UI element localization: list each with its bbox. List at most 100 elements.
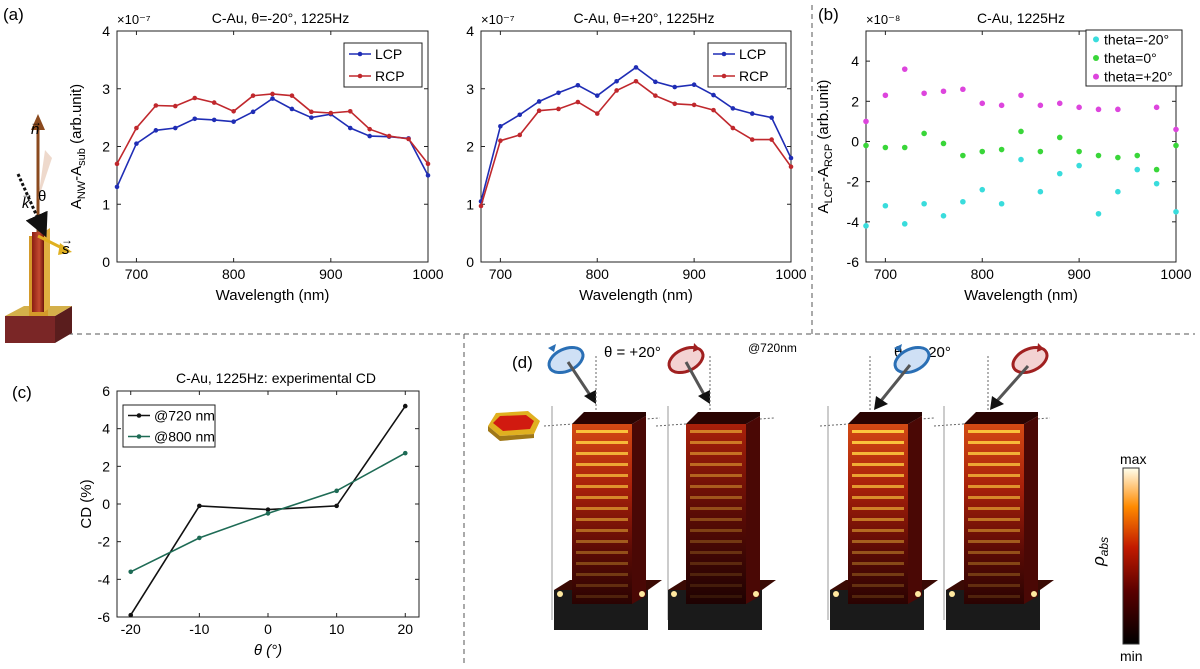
data-point: [575, 99, 581, 105]
data-point: [1115, 154, 1121, 161]
pillar-hotspot: [833, 591, 839, 597]
data-point: [730, 106, 736, 111]
y-tick-label: 2: [851, 93, 859, 109]
data-point: [153, 128, 159, 133]
legend-box: [122, 404, 216, 448]
schematic-k-arrow: →: [21, 187, 33, 201]
axis-label: ALCP-ARCP (arb.unit): [815, 80, 835, 214]
data-point: [265, 511, 271, 516]
pillar-stripe: [968, 507, 1020, 510]
y-tick-label: 6: [102, 383, 110, 399]
data-point: [882, 92, 889, 99]
rcp-beam-icon: [667, 343, 710, 404]
data-point: [614, 88, 619, 93]
x-tick-label: 900: [682, 266, 706, 282]
data-point: [921, 130, 927, 137]
axis-label-part: (arb.unit): [815, 80, 832, 144]
data-point: [1076, 148, 1082, 155]
data-point: [614, 78, 619, 84]
axis-label-part: (arb.unit): [68, 84, 85, 148]
nanowire-schematic: n → k → θ s →: [5, 114, 73, 343]
pillar-stripe: [690, 474, 742, 477]
data-point: [231, 119, 236, 124]
data-point: [940, 140, 947, 147]
data-point: [633, 78, 639, 84]
y-tick-label: 0: [102, 254, 110, 270]
pillar-stripe: [968, 452, 1020, 455]
pillar-stripe: [576, 452, 628, 455]
data-point: [1076, 104, 1082, 111]
data-point: [960, 86, 966, 93]
data-point: [960, 152, 966, 159]
legend-marker: [1093, 55, 1099, 61]
pillar-stripe: [690, 485, 742, 488]
data-point: [478, 203, 484, 209]
data-point: [998, 102, 1005, 109]
data-point: [960, 198, 966, 205]
data-point: [1115, 188, 1121, 195]
pillar-stripe: [576, 496, 628, 499]
pillar-stripe: [690, 452, 742, 455]
data-point: [517, 112, 523, 118]
rcp-beam-icon-minus: [990, 343, 1049, 410]
data-point: [769, 115, 774, 120]
data-point: [1153, 166, 1160, 173]
data-point: [1037, 148, 1044, 155]
pillar-stripe: [968, 573, 1020, 576]
data-point: [265, 507, 271, 512]
schematic-n-arrow: →: [30, 115, 42, 129]
data-point: [1018, 156, 1024, 163]
pillar-stripe: [690, 562, 742, 565]
pillar-stripe: [968, 463, 1020, 466]
data-point: [231, 108, 236, 114]
x-axis-label: Wavelength (nm): [216, 287, 330, 304]
y-tick-label: -6: [98, 609, 111, 625]
y-tick-label: -6: [847, 254, 860, 270]
data-point: [173, 125, 178, 131]
pillar-stripe: [690, 430, 742, 433]
data-point: [270, 96, 275, 101]
axis-exponent: ×10⁻⁸: [866, 12, 900, 27]
colorbar-min-label: min: [1120, 648, 1143, 664]
schematic-n-label: n: [31, 121, 39, 138]
pillar-stripe: [690, 529, 742, 532]
data-point: [901, 221, 908, 227]
pillar-stripe: [690, 573, 742, 576]
pillar-stripe: [852, 595, 904, 598]
data-point: [134, 125, 139, 131]
x-tick-label: 800: [971, 266, 995, 282]
x-tick-label: 700: [125, 266, 149, 282]
pillar-hotspot: [557, 591, 563, 597]
pillar-top: [964, 412, 1038, 424]
y-tick-label: 1: [466, 196, 474, 212]
data-point: [425, 161, 431, 167]
legend-marker: [136, 434, 142, 439]
data-point: [1095, 210, 1102, 217]
y-tick-label: -4: [847, 214, 860, 230]
data-point: [309, 115, 314, 120]
axis-label: ANW-Asub (arb.unit): [68, 84, 88, 209]
pillar-hotspot: [915, 591, 921, 597]
data-point: [1095, 106, 1102, 113]
data-point: [1018, 92, 1024, 99]
pillar-hotspot: [753, 591, 759, 597]
data-point: [1018, 128, 1024, 135]
data-point: [192, 116, 198, 122]
pillar-side: [746, 416, 760, 604]
data-point: [114, 184, 120, 190]
pillar-stripe: [852, 562, 904, 565]
pillar-hotspot: [1031, 591, 1037, 597]
pillar-stripe: [852, 584, 904, 587]
data-point: [334, 503, 339, 509]
data-point: [289, 106, 295, 112]
pillar-front: [686, 424, 746, 604]
data-point: [672, 84, 678, 90]
pillar-stripe: [576, 441, 628, 444]
axis-label-part: -A: [68, 166, 85, 181]
pillar-stripe: [690, 518, 742, 521]
y-tick-label: 4: [851, 53, 859, 69]
data-point: [334, 488, 339, 494]
data-point: [672, 101, 678, 107]
data-point: [536, 99, 542, 104]
x-tick-label: 10: [329, 621, 345, 637]
